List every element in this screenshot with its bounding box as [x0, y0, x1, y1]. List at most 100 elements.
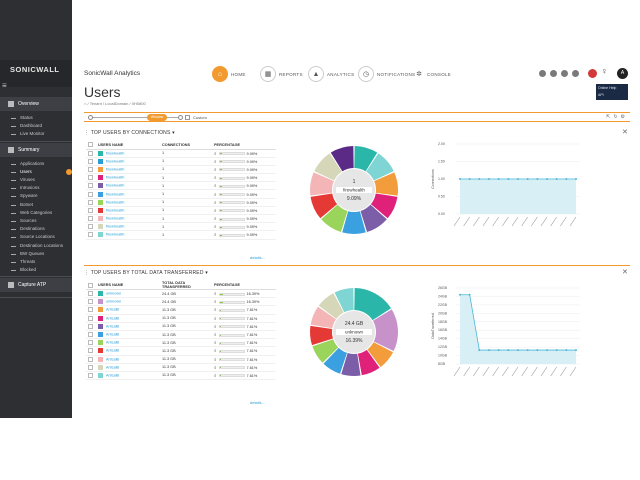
search-icon[interactable]: ⌕ — [214, 183, 217, 189]
data-point[interactable] — [565, 178, 568, 180]
row-checkbox[interactable] — [88, 323, 93, 329]
donut-slice[interactable] — [341, 353, 361, 376]
row-checkbox[interactable] — [88, 207, 93, 213]
table-row[interactable]: ArticalB 11.3 GB ⌕ 7.61% — [86, 371, 276, 381]
user-name-link[interactable]: firewhealth — [106, 224, 125, 229]
data-point[interactable] — [565, 349, 568, 352]
user-name-link[interactable]: firewhealth — [106, 183, 125, 188]
export-icon[interactable]: ⇱ — [606, 114, 614, 120]
table-row[interactable]: firewhealth 1 ⌕ 9.09% — [86, 181, 276, 191]
data-point[interactable] — [546, 178, 548, 180]
user-name-link[interactable]: firewhealth — [106, 200, 125, 205]
panel-title-data-transferred[interactable]: ⋮ TOP USERS BY TOTAL DATA TRANSFERRED ▾ — [84, 270, 208, 276]
data-point[interactable] — [526, 349, 529, 352]
table-row[interactable]: firewhealth 1 ⌕ 9.09% — [86, 206, 276, 216]
data-point[interactable] — [575, 178, 577, 180]
details-link[interactable]: details... — [250, 255, 265, 260]
table-row[interactable]: ArticalB 11.3 GB ⌕ 7.61% — [86, 330, 276, 340]
donut-slice[interactable] — [357, 349, 380, 376]
row-checkbox[interactable] — [88, 216, 93, 222]
timeline-track[interactable] — [90, 117, 180, 118]
search-icon[interactable]: ⌕ — [214, 307, 217, 313]
data-point[interactable] — [497, 178, 500, 180]
search-icon[interactable]: ⌕ — [214, 356, 217, 362]
sidebar-item-applications[interactable]: Applications — [0, 160, 72, 168]
sidebar-item-live-monitor[interactable]: Live Monitor — [0, 130, 72, 138]
search-icon[interactable]: ⌕ — [214, 332, 217, 338]
search-icon[interactable]: ⌕ — [214, 191, 217, 197]
data-point[interactable] — [478, 178, 481, 180]
toolbar-dot-icon[interactable] — [561, 70, 568, 77]
lightbulb-icon[interactable]: ♀ — [601, 66, 608, 76]
row-checkbox[interactable] — [88, 199, 93, 205]
row-checkbox[interactable] — [88, 364, 93, 370]
search-icon[interactable]: ⌕ — [214, 199, 217, 205]
user-name-link[interactable]: ArticalB — [106, 365, 120, 370]
data-point[interactable] — [517, 349, 519, 352]
user-name-link[interactable]: ArticalB — [106, 373, 120, 378]
nav-reports[interactable]: ▦ REPORTS — [260, 64, 303, 84]
data-point[interactable] — [468, 293, 471, 296]
data-point[interactable] — [555, 349, 558, 352]
table-row[interactable]: firewhealth 1 ⌕ 9.09% — [86, 230, 276, 240]
data-point[interactable] — [478, 349, 481, 352]
nav-console[interactable]: ✲ CONSOLE — [414, 64, 451, 84]
donut-slice[interactable] — [321, 204, 348, 233]
table-row[interactable]: ArticalB 11.3 GB ⌕ 7.61% — [86, 363, 276, 372]
donut-slice[interactable] — [310, 325, 334, 346]
close-icon[interactable]: ✕ — [622, 269, 628, 276]
search-icon[interactable]: ⌕ — [214, 150, 217, 156]
column-header-users-name[interactable]: USERS NAME — [96, 281, 160, 290]
toolbar-dot-icon[interactable] — [550, 70, 557, 77]
data-point[interactable] — [536, 349, 539, 352]
timeline-end-handle[interactable] — [178, 115, 183, 120]
row-checkbox[interactable] — [88, 191, 93, 197]
avatar[interactable]: A — [617, 68, 628, 79]
nav-analytics[interactable]: ▲ ANALYTICS — [308, 64, 354, 84]
select-all-checkbox[interactable] — [88, 142, 93, 148]
row-checkbox[interactable] — [88, 356, 93, 362]
sidebar-section-capture-atp[interactable]: Capture ATP — [0, 278, 72, 293]
donut-slice[interactable] — [310, 172, 334, 196]
sidebar-item-web-categories[interactable]: Web Categories — [0, 209, 72, 217]
search-icon[interactable]: ⌕ — [214, 158, 217, 164]
data-point[interactable] — [468, 178, 471, 180]
table-row[interactable]: ArticalB 11.3 GB ⌕ 7.61% — [86, 314, 276, 323]
data-point[interactable] — [575, 349, 577, 352]
data-point[interactable] — [536, 178, 539, 180]
table-row[interactable]: firewhealth 1 ⌕ 9.09% — [86, 149, 276, 158]
donut-slice[interactable] — [367, 342, 394, 368]
donut-slice[interactable] — [330, 146, 354, 172]
donut-slice[interactable] — [374, 172, 398, 196]
search-icon[interactable]: ⌕ — [214, 224, 217, 230]
table-row[interactable]: firewhealth 1 ⌕ 9.09% — [86, 157, 276, 166]
row-checkbox[interactable] — [88, 307, 93, 313]
data-point[interactable] — [526, 178, 529, 180]
table-row[interactable]: ArticalB 11.3 GB ⌕ 7.61% — [86, 305, 276, 315]
timeline-window[interactable]: Window — [147, 114, 167, 121]
column-header-connections[interactable]: CONNECTIONS — [160, 141, 212, 150]
column-header-percentage[interactable]: PERCENTAGE — [212, 141, 276, 150]
sidebar-item-blocked[interactable]: Blocked — [0, 266, 72, 274]
row-checkbox[interactable] — [88, 183, 93, 189]
row-checkbox[interactable] — [88, 348, 93, 354]
sidebar-item-botnet[interactable]: Botnet — [0, 201, 72, 209]
alert-icon[interactable] — [588, 69, 597, 78]
row-checkbox[interactable] — [88, 158, 93, 164]
table-row[interactable]: firewhealth 1 ⌕ 9.09% — [86, 173, 276, 183]
user-name-link[interactable]: ArticalB — [106, 357, 120, 362]
custom-checkbox[interactable] — [185, 115, 190, 120]
settings-icon[interactable]: ⚙ — [620, 114, 628, 120]
user-name-link[interactable]: firewhealth — [106, 192, 125, 197]
menu-toggle-icon[interactable]: ≡ — [2, 81, 7, 90]
row-checkbox[interactable] — [88, 232, 93, 238]
donut-slice[interactable] — [354, 288, 392, 321]
table-row[interactable]: ArticalB 11.3 GB ⌕ 7.61% — [86, 338, 276, 348]
toolbar-dot-icon[interactable] — [539, 70, 546, 77]
table-row[interactable]: ArticalB 11.3 GB ⌕ 7.61% — [86, 355, 276, 364]
table-row[interactable]: ArticalB 11.3 GB ⌕ 7.61% — [86, 346, 276, 356]
sidebar-item-dashboard[interactable]: Dashboard — [0, 122, 72, 130]
user-name-link[interactable]: ArticalB — [106, 316, 120, 321]
table-row[interactable]: firewhealth 1 ⌕ 9.09% — [86, 165, 276, 175]
donut-slice[interactable] — [314, 153, 342, 181]
